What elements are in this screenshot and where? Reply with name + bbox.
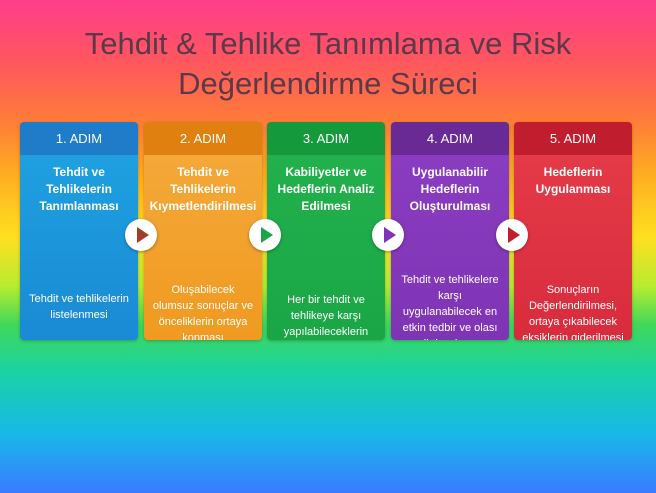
step-card-5: 5. ADIM Hedeflerin Uygulanması Sonuçları… (514, 122, 632, 340)
step-heading: Uygulanabilir Hedeflerin Oluşturulması (409, 165, 491, 213)
step-card-1: 1. ADIM Tehdit ve Tehlikelerin Tanımlanm… (20, 122, 138, 340)
step-label: 5. ADIM (514, 122, 632, 155)
play-arrow-icon (249, 219, 281, 251)
step-heading: Hedeflerin Uygulanması (535, 165, 611, 196)
step-description: Tehdit ve tehlikelere karşı uygulanabile… (401, 274, 499, 340)
step-description: Sonuçların Değerlendirilmesi, ortaya çık… (522, 284, 624, 340)
step-card-3: 3. ADIM Kabiliyetler ve Hedeflerin Anali… (267, 122, 385, 340)
step-label: 2. ADIM (144, 122, 262, 155)
step-heading: Tehdit ve Tehlikelerin Kıymetlendirilmes… (149, 165, 257, 213)
step-label: 4. ADIM (391, 122, 509, 155)
step-description: Oluşabilecek olumsuz sonuçlar ve öncelik… (152, 284, 254, 340)
step-label: 3. ADIM (267, 122, 385, 155)
step-card-2: 2. ADIM Tehdit ve Tehlikelerin Kıymetlen… (144, 122, 262, 340)
play-arrow-icon (372, 219, 404, 251)
step-description: Her bir tehdit ve tehlikeye karşı yapıla… (283, 294, 369, 338)
step-description: Tehdit ve tehlikelerin listelenmesi (29, 293, 129, 321)
page-title: Tehdit & Tehlike Tanımlama ve Risk Değer… (0, 24, 656, 104)
title-line-2: Değerlendirme Süreci (178, 66, 478, 101)
play-arrow-icon (496, 219, 528, 251)
step-card-4: 4. ADIM Uygulanabilir Hedeflerin Oluştur… (391, 122, 509, 340)
step-heading: Tehdit ve Tehlikelerin Tanımlanması (39, 165, 119, 213)
title-line-1: Tehdit & Tehlike Tanımlama ve Risk (84, 26, 572, 61)
step-heading: Kabiliyetler ve Hedeflerin Analiz Edilme… (277, 165, 375, 213)
play-arrow-icon (125, 219, 157, 251)
step-label: 1. ADIM (20, 122, 138, 155)
